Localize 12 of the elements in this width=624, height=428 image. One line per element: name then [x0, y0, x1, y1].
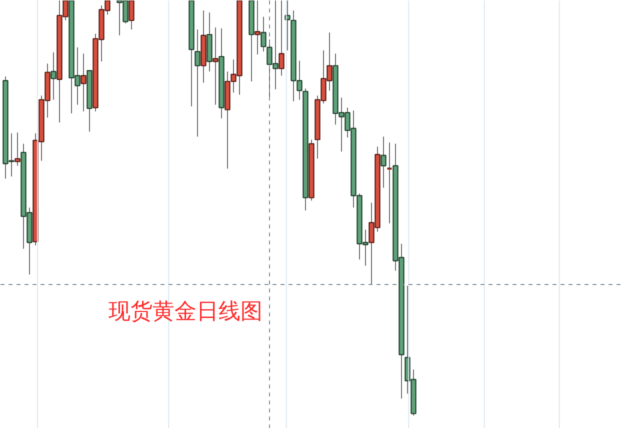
candlestick — [260, 16, 266, 52]
candlestick — [80, 53, 86, 112]
candlestick — [212, 26, 218, 106]
candlestick — [128, 0, 134, 30]
candlestick — [194, 29, 200, 138]
candlestick — [14, 132, 20, 166]
candlestick — [50, 52, 56, 100]
candlestick — [386, 142, 393, 224]
candlestick — [254, 0, 260, 55]
candlestick — [278, 0, 284, 76]
candlestick — [380, 136, 386, 188]
text: 现货黄金日线图 — [108, 298, 262, 324]
